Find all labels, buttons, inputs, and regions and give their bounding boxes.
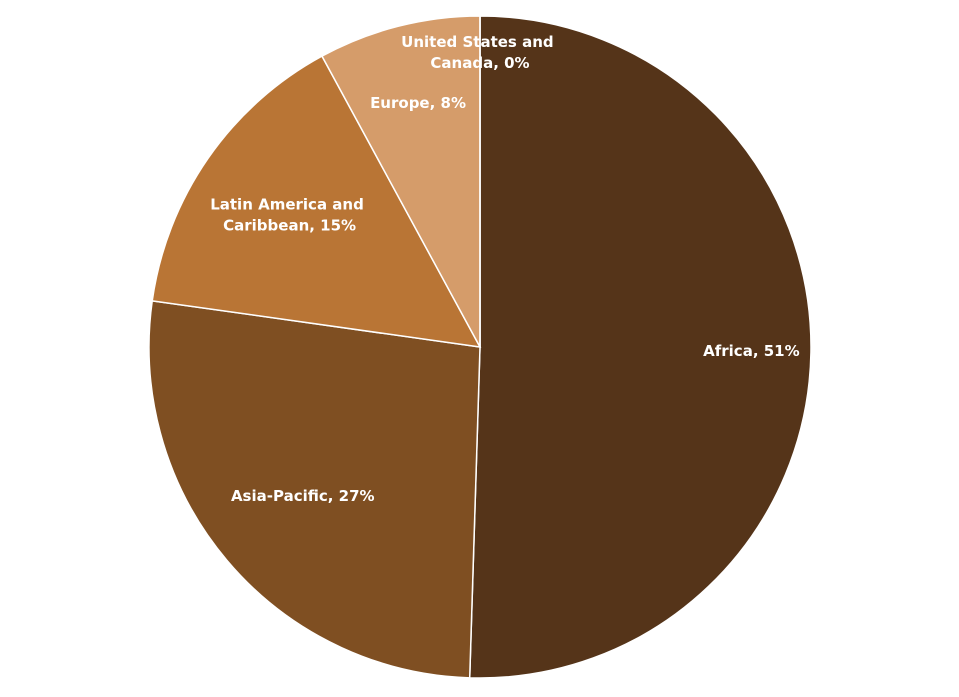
data-label-line: United States and	[401, 32, 559, 50]
data-label-line: Canada, 0%	[430, 53, 529, 71]
data-label-line: Latin America and	[210, 195, 369, 213]
pie-slice	[151, 55, 482, 348]
data-label: Europe, 8%	[370, 94, 466, 112]
data-label-line: Europe, 8%	[370, 94, 466, 112]
data-label-line: Caribbean, 15%	[223, 216, 356, 234]
data-label: United States and Canada, 0%	[401, 32, 559, 71]
pie-slice	[468, 15, 812, 679]
pie-slice	[148, 299, 481, 679]
data-label: Africa, 51%	[703, 342, 800, 360]
pie-slice	[320, 15, 481, 348]
data-label: Asia-Pacific, 27%	[231, 487, 375, 505]
data-label: Latin America and Caribbean, 15%	[210, 195, 369, 234]
data-label-line: Africa, 51%	[703, 342, 800, 360]
data-label-line: Asia-Pacific, 27%	[231, 487, 375, 505]
